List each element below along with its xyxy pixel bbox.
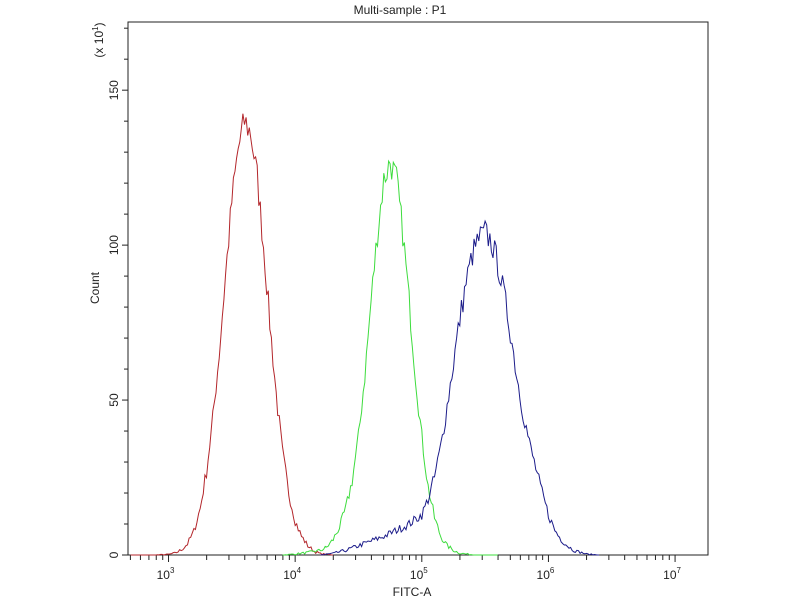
x-tick-label: 103 xyxy=(157,566,175,582)
y-tick-label: 0 xyxy=(107,551,121,558)
axes: 0 50 100 150 103 104 105 106 107 xyxy=(107,21,709,582)
x-tick-label: 104 xyxy=(283,566,301,582)
plot-frame xyxy=(127,21,709,556)
x-tick-label: 106 xyxy=(537,566,555,582)
x-tick-label: 107 xyxy=(663,566,681,582)
series-red-sample xyxy=(130,113,334,556)
x-axis-label: FITC-A xyxy=(393,585,432,599)
series-layer xyxy=(130,113,600,556)
y-multiplier-label: (x 101) xyxy=(91,22,106,57)
chart-title: Multi-sample : P1 xyxy=(354,3,447,17)
y-tick-label: 50 xyxy=(107,393,121,407)
y-axis-label: Count xyxy=(88,271,102,304)
x-tick-label: 105 xyxy=(410,566,428,582)
series-green-sample xyxy=(282,159,498,556)
series-blue-sample xyxy=(320,219,600,556)
y-tick-label: 100 xyxy=(107,235,121,255)
y-tick-label: 150 xyxy=(107,80,121,100)
